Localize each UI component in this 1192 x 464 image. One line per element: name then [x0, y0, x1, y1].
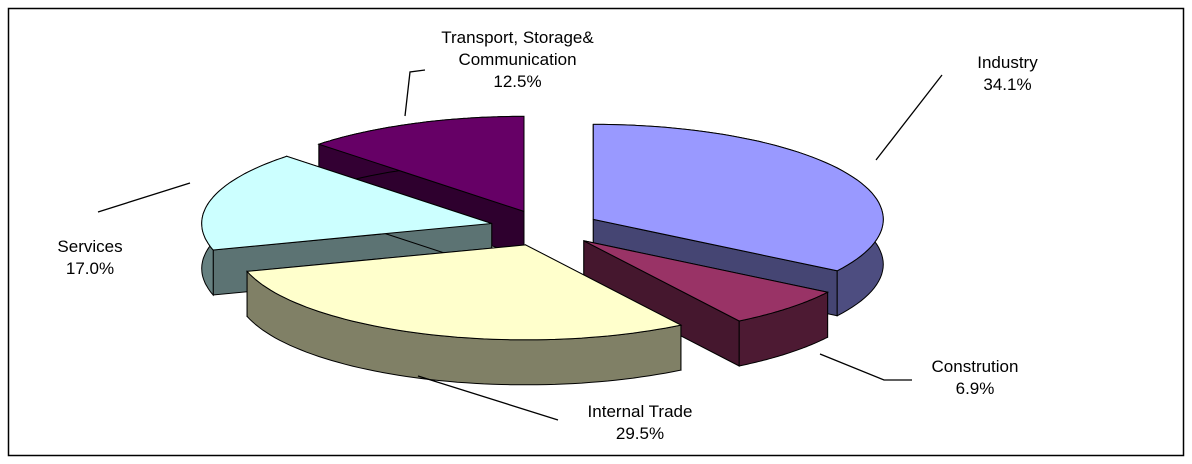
- value-label: 17.0%: [65, 259, 115, 278]
- slice: [583, 240, 830, 322]
- pie: [201, 115, 884, 386]
- category-label: Internal Trade: [587, 402, 693, 421]
- frame: [7, 7, 1185, 457]
- value-label: 34.1%: [983, 75, 1032, 94]
- data-label: Internal Trade 29.5%: [560, 401, 720, 445]
- leader-lines: [97, 69, 943, 421]
- value-label: 29.5%: [615, 424, 665, 443]
- category-label: Industry: [977, 53, 1038, 72]
- category-label: Constrution: [931, 357, 1019, 376]
- slice: [201, 155, 492, 251]
- slice: [246, 244, 683, 341]
- data-label: Industry 34.1%: [940, 52, 1075, 96]
- category-label: Services: [57, 237, 123, 256]
- category-label: Transport, Storage& Communication: [441, 28, 594, 69]
- slice: [317, 115, 525, 213]
- leader-line: [97, 182, 191, 213]
- value-label: 12.5%: [493, 72, 542, 91]
- leader-line: [417, 375, 559, 421]
- leader-line: [819, 353, 912, 381]
- data-label: Services 17.0%: [30, 236, 150, 280]
- slice: [592, 123, 884, 272]
- data-label: Transport, Storage& Communication 12.5%: [420, 27, 615, 93]
- leader-line: [875, 74, 943, 161]
- value-label: 6.9%: [955, 379, 995, 398]
- leader-line: [404, 69, 426, 117]
- data-label: Constrution 6.9%: [905, 356, 1045, 400]
